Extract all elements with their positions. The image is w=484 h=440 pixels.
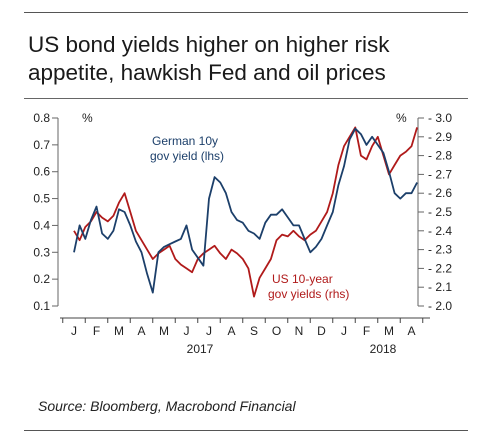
left-tick-label: 0.8 bbox=[33, 111, 50, 125]
x-month-label: M bbox=[384, 324, 394, 338]
x-tick-marks bbox=[62, 318, 424, 323]
left-tick-label: 0.2 bbox=[33, 272, 50, 286]
left-axis: % 0.8 0.7 0.6 0.5 0.4 0.3 0.2 0.1 bbox=[33, 111, 93, 313]
chart-title: US bond yields higher on higher risk app… bbox=[28, 31, 468, 87]
x-month-label: J bbox=[341, 324, 347, 338]
left-unit-label: % bbox=[82, 111, 93, 125]
right-tick-labels: - 3.0 - 2.9 - 2.8 - 2.7 - 2.6 - 2.5 - 2.4 - 2.3… bbox=[418, 111, 452, 313]
x-month-label: M bbox=[159, 324, 169, 338]
right-tick-label: - 3.0 bbox=[428, 111, 452, 125]
x-year-label-2017: 2017 bbox=[187, 342, 214, 356]
x-month-label: M bbox=[114, 324, 124, 338]
x-month-label: F bbox=[363, 324, 370, 338]
title-line-1: US bond yields higher on higher risk bbox=[28, 32, 390, 57]
x-month-label: A bbox=[227, 324, 235, 338]
source-note: Source: Bloomberg, Macrobond Financial bbox=[38, 398, 296, 414]
right-tick-label: - 2.9 bbox=[428, 130, 452, 144]
x-month-label: A bbox=[407, 324, 415, 338]
title-rule bbox=[24, 98, 468, 99]
right-tick-label: - 2.6 bbox=[428, 186, 452, 200]
right-tick-label: - 2.4 bbox=[428, 224, 452, 238]
x-month-label: N bbox=[295, 324, 304, 338]
right-unit-label: % bbox=[396, 111, 407, 125]
left-tick-label: 0.5 bbox=[33, 192, 50, 206]
x-year-label-2018: 2018 bbox=[370, 342, 397, 356]
x-month-label: A bbox=[137, 324, 145, 338]
right-tick-label: - 2.3 bbox=[428, 243, 452, 257]
x-month-label: F bbox=[93, 324, 100, 338]
series-layer bbox=[73, 126, 418, 298]
right-tick-label: - 2.2 bbox=[428, 261, 452, 275]
x-month-label: O bbox=[272, 324, 281, 338]
left-tick-labels: 0.8 0.7 0.6 0.5 0.4 0.3 0.2 0.1 bbox=[33, 111, 58, 313]
right-tick-label: - 2.0 bbox=[428, 299, 452, 313]
series-annotations: German 10y gov yield (lhs) US 10-year go… bbox=[150, 134, 349, 301]
us-series-label-line-1: US 10-year bbox=[272, 272, 333, 286]
right-tick-label: - 2.5 bbox=[428, 205, 452, 219]
right-tick-label: - 2.1 bbox=[428, 280, 452, 294]
german-series-label-line-2: gov yield (lhs) bbox=[150, 149, 224, 163]
left-tick-label: 0.1 bbox=[33, 299, 50, 313]
right-axis: % - 3.0 - 2.9 - 2.8 - 2.7 - 2.6 - 2.5 - 2.4 - 2… bbox=[396, 111, 452, 313]
yield-chart: % 0.80.70.60.50.40.30.20.1 % - 3.0- 2.9-… bbox=[33, 111, 452, 356]
left-tick-label: 0.4 bbox=[33, 218, 50, 232]
us-series-label-line-2: gov yields (rhs) bbox=[268, 287, 349, 301]
title-line-2: appetite, hawkish Fed and oil prices bbox=[28, 60, 386, 85]
x-month-label: J bbox=[71, 324, 77, 338]
left-tick-label: 0.7 bbox=[33, 138, 50, 152]
series-line-us-10y bbox=[73, 126, 418, 298]
left-tick-label: 0.3 bbox=[33, 245, 50, 259]
top-rule bbox=[24, 12, 468, 13]
right-tick-label: - 2.7 bbox=[428, 167, 452, 181]
series-line-german-10y bbox=[73, 127, 418, 294]
x-month-label: D bbox=[317, 324, 326, 338]
x-month-label: J bbox=[184, 324, 190, 338]
right-tick-label: - 2.8 bbox=[428, 149, 452, 163]
bottom-rule bbox=[24, 430, 468, 431]
x-month-label: J bbox=[206, 324, 212, 338]
german-series-label-line-1: German 10y bbox=[152, 134, 218, 148]
x-month-label: S bbox=[250, 324, 258, 338]
left-tick-label: 0.6 bbox=[33, 165, 50, 179]
